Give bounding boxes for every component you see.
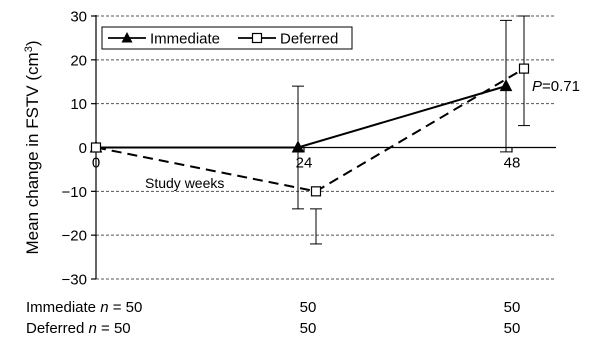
series-line-immediate (96, 85, 507, 149)
y-tick-label: −10 (62, 184, 87, 201)
chart: 30 20 10 0 −10 −20 −30 0 24 48 Study weeks Mean cha… (23, 9, 580, 289)
n-value: 50 (299, 320, 317, 337)
n-value: 50 (299, 299, 317, 316)
y-tick-label: 0 (79, 140, 87, 157)
y-tick-label: 20 (70, 52, 87, 69)
x-tick-label: 24 (296, 155, 313, 172)
y-axis-label: Mean change in FSTV (cm3) (23, 41, 42, 255)
data-point-immediate (291, 140, 305, 153)
x-tick-label: 0 (92, 155, 100, 172)
y-tick-label: −30 (62, 272, 87, 289)
y-tick-label: 30 (70, 9, 87, 26)
n-row-immediate: Immediate n = 50 50 50 (0, 299, 600, 319)
n-row-deferred: Deferred n = 50 50 50 (0, 320, 600, 340)
legend-box (101, 26, 353, 50)
n-row-label: Immediate n = 50 (26, 299, 143, 316)
data-point-immediate (499, 79, 513, 92)
p-value-annotation: P=0.71 (532, 78, 580, 95)
data-point-deferred (310, 186, 322, 197)
x-axis-label: Study weeks (145, 175, 224, 191)
y-tick-label: 10 (70, 96, 87, 113)
x-tick-label: 48 (504, 155, 521, 172)
series-line-deferred (95, 67, 525, 193)
n-value: 50 (503, 320, 521, 337)
legend-swatch-marker (121, 32, 133, 43)
legend-swatch-marker (251, 32, 263, 44)
n-row-label: Deferred n = 50 (26, 320, 131, 337)
y-tick-label: −20 (62, 228, 87, 245)
legend: Immediate Deferred (101, 26, 353, 50)
legend-label: Deferred (280, 31, 338, 48)
data-point-deferred (518, 63, 530, 74)
n-value: 50 (503, 299, 521, 316)
data-point-deferred (90, 142, 102, 153)
legend-label: Immediate (150, 31, 220, 48)
